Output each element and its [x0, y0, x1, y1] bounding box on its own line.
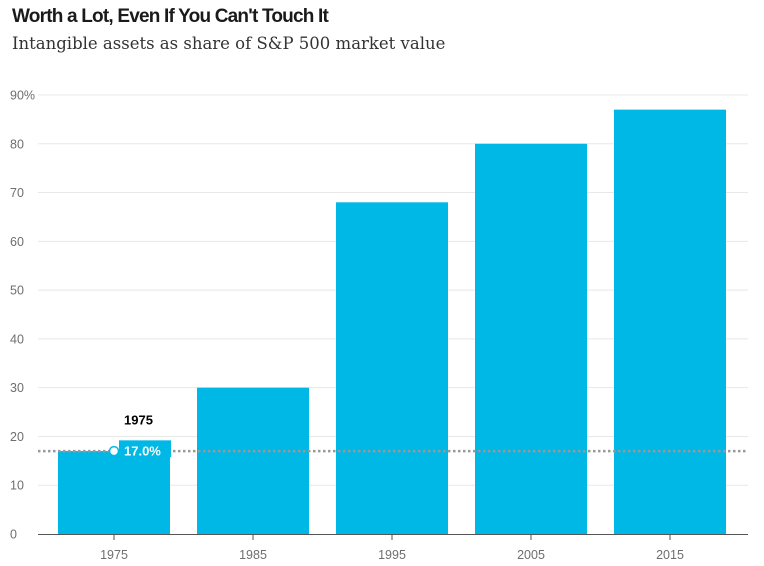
x-tick-label: 1975 [100, 548, 128, 562]
bar-1985 [197, 387, 309, 534]
y-tick-label: 60 [10, 235, 24, 249]
bar-2015 [614, 109, 726, 534]
y-tick-label: 80 [10, 137, 24, 151]
annotation-marker [108, 445, 120, 457]
bar-1975 [58, 451, 170, 534]
y-tick-label: 70 [10, 186, 24, 200]
bar-1995 [336, 202, 448, 535]
bar-2005 [475, 143, 587, 534]
y-tick-label: 0 [10, 528, 17, 542]
y-tick-label: 30 [10, 381, 24, 395]
annotation-year-label: 1975 [124, 412, 153, 427]
x-tick-label: 2005 [517, 548, 545, 562]
x-tick-label: 2015 [656, 548, 684, 562]
y-tick-label: 50 [10, 284, 24, 298]
x-tick-label: 1995 [378, 548, 406, 562]
chart-title: Worth a Lot, Even If You Can't Touch It [12, 6, 329, 27]
y-tick-label: 40 [10, 332, 24, 346]
annotation-value-label: 17.0% [124, 444, 161, 459]
annotation-value-background [119, 440, 171, 458]
y-tick-label: 20 [10, 430, 24, 444]
chart-subtitle: Intangible assets as share of S&P 500 ma… [12, 34, 446, 53]
x-tick-label: 1985 [239, 548, 267, 562]
y-tick-label: 10 [10, 479, 24, 493]
y-tick-label: 90% [10, 89, 35, 103]
